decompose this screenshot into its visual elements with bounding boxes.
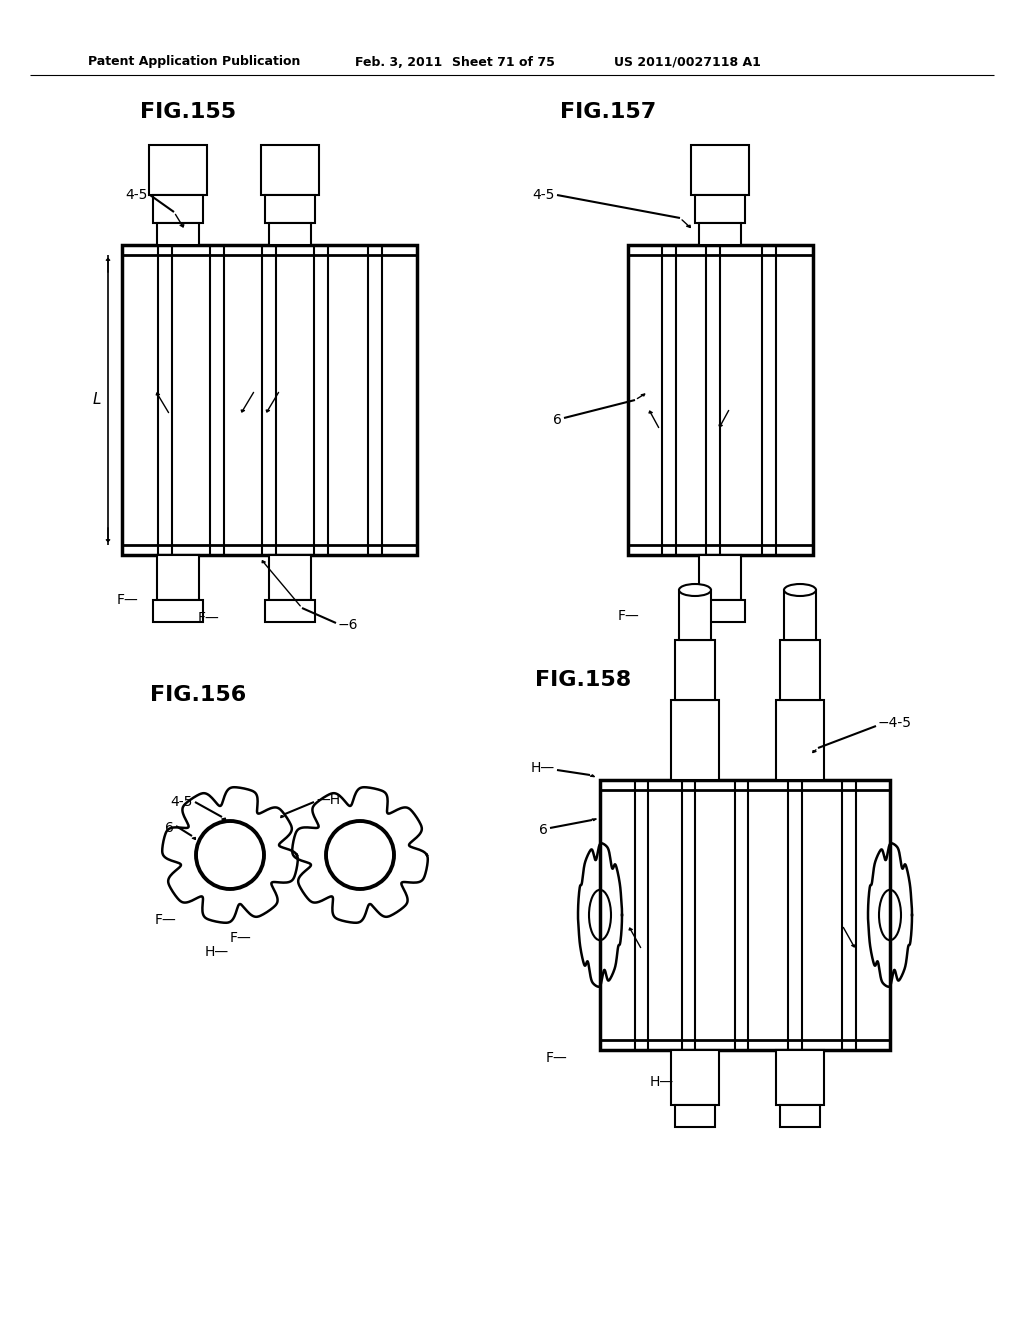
Bar — [699, 554, 741, 601]
Bar — [269, 554, 311, 601]
Text: US 2011/0027118 A1: US 2011/0027118 A1 — [614, 55, 761, 69]
Ellipse shape — [784, 583, 816, 597]
Text: F—: F— — [545, 1051, 567, 1065]
Bar — [691, 145, 749, 195]
Bar — [695, 195, 745, 223]
Text: FIG.156: FIG.156 — [150, 685, 246, 705]
Ellipse shape — [679, 583, 711, 597]
Bar — [780, 640, 820, 700]
Text: H—: H— — [650, 1074, 674, 1089]
Bar — [780, 1105, 820, 1127]
Text: −4-5: −4-5 — [878, 715, 912, 730]
Bar — [784, 590, 816, 640]
Text: F—: F— — [155, 913, 177, 927]
Bar — [671, 1049, 719, 1105]
Text: 6: 6 — [553, 413, 562, 426]
Bar — [269, 223, 311, 246]
Text: FIG.158: FIG.158 — [535, 671, 631, 690]
Bar — [265, 601, 315, 622]
Bar — [261, 145, 319, 195]
Bar — [675, 1105, 715, 1127]
Bar — [679, 590, 711, 640]
Text: Sheet 71 of 75: Sheet 71 of 75 — [452, 55, 555, 69]
Text: F—: F— — [618, 609, 640, 623]
Text: Patent Application Publication: Patent Application Publication — [88, 55, 300, 69]
Bar — [153, 195, 203, 223]
Bar — [122, 246, 417, 554]
Text: 6: 6 — [539, 822, 548, 837]
Bar — [628, 246, 813, 554]
Bar — [600, 780, 890, 1049]
Text: 4-5: 4-5 — [126, 187, 148, 202]
Bar — [699, 223, 741, 246]
Text: FIG.155: FIG.155 — [140, 102, 237, 121]
Bar — [695, 601, 745, 622]
Text: L: L — [92, 392, 101, 408]
Text: Feb. 3, 2011: Feb. 3, 2011 — [355, 55, 442, 69]
Bar — [776, 700, 824, 780]
Bar — [675, 640, 715, 700]
Text: 4-5: 4-5 — [532, 187, 555, 202]
Text: −6: −6 — [338, 618, 358, 632]
Bar — [153, 601, 203, 622]
Text: F—: F— — [117, 593, 138, 607]
Text: F—: F— — [230, 931, 252, 945]
Text: —H: —H — [316, 793, 340, 807]
Bar — [265, 195, 315, 223]
Bar — [157, 223, 199, 246]
Bar — [157, 554, 199, 601]
Text: 6: 6 — [165, 821, 174, 836]
Bar — [671, 700, 719, 780]
Text: H—: H— — [205, 945, 229, 960]
Text: FIG.157: FIG.157 — [560, 102, 656, 121]
Text: 4-5: 4-5 — [171, 795, 193, 809]
Bar — [776, 1049, 824, 1105]
Text: H—: H— — [530, 762, 555, 775]
Bar — [150, 145, 207, 195]
Text: F—: F— — [198, 611, 220, 624]
